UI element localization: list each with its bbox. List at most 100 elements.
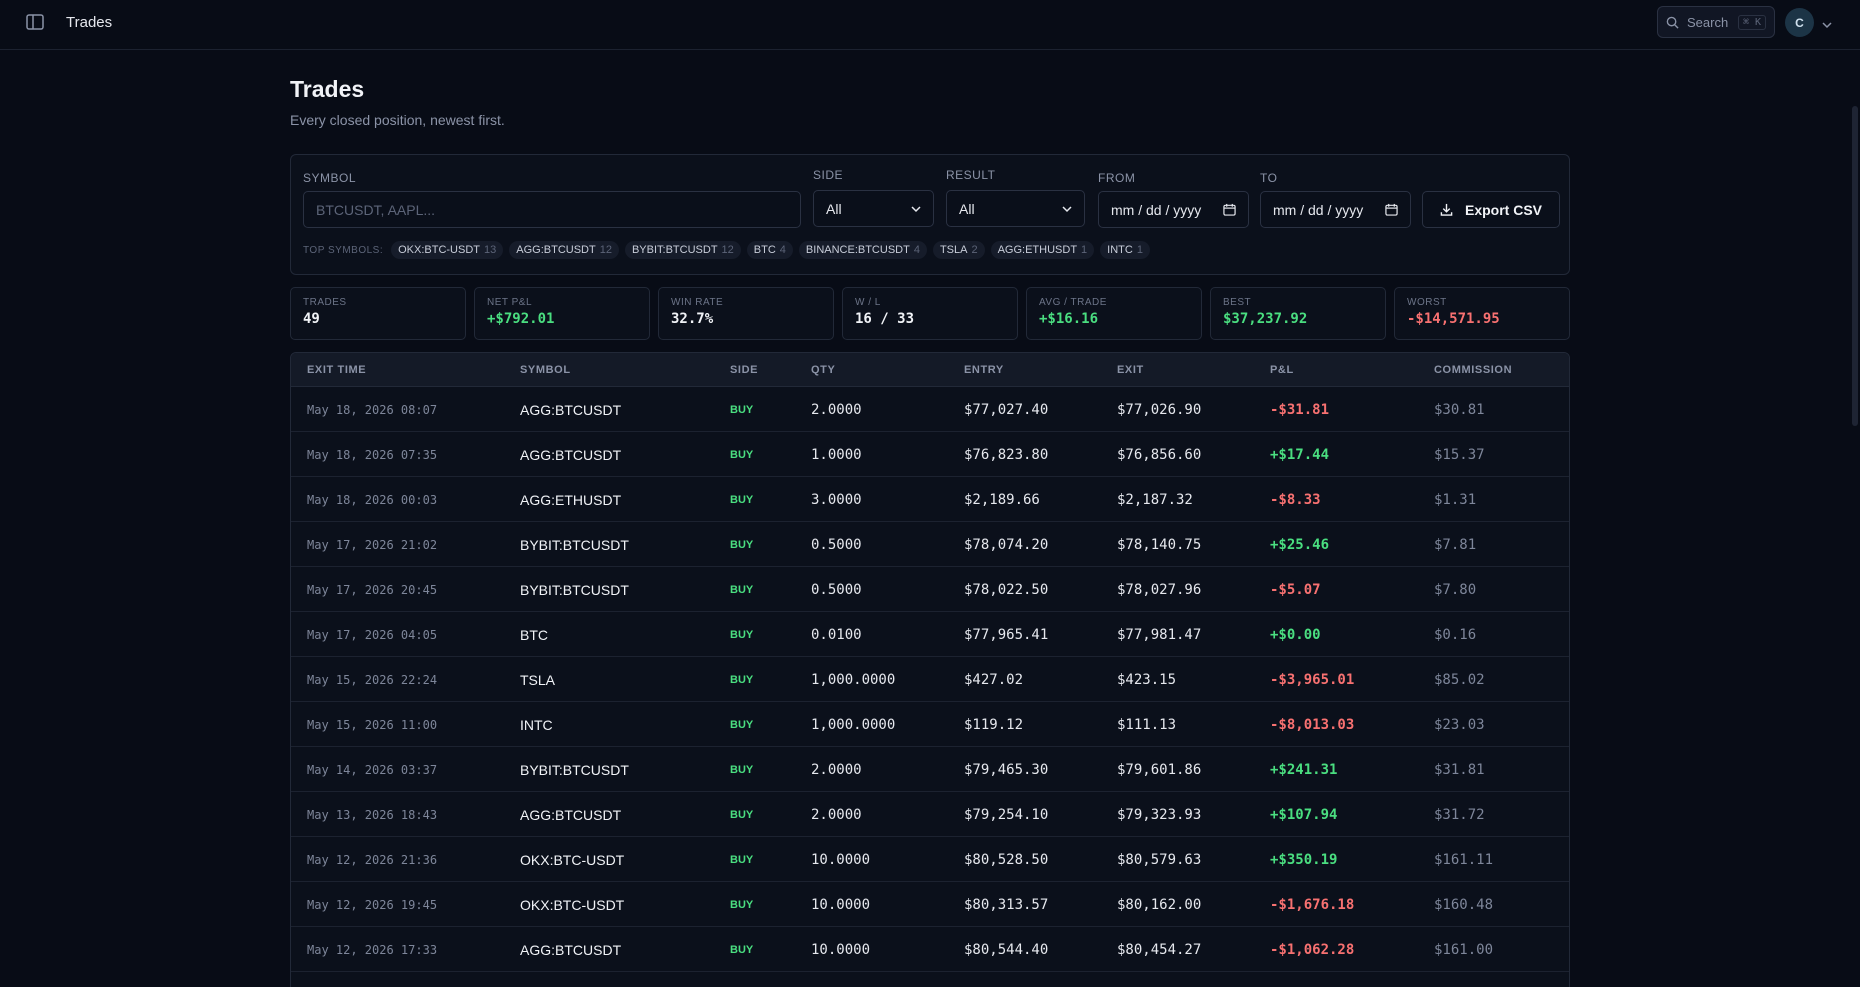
symbol-cell: BYBIT:BTCUSDT	[520, 582, 629, 598]
entry-price-cell: $427.02	[964, 672, 1024, 688]
table-row[interactable]: May 17, 2026 04:05 BTC BUY 0.0100 $77,965.41…	[291, 612, 1569, 657]
side-badge: BUY	[730, 629, 754, 641]
side-badge: BUY	[730, 494, 754, 506]
side-badge: BUY	[730, 674, 754, 686]
column-header[interactable]: EXIT TIME	[307, 363, 367, 376]
column-header[interactable]: P&L	[1270, 363, 1294, 376]
table-row[interactable]: May 18, 2026 08:07 AGG:BTCUSDT BUY 2.0000 $7…	[291, 387, 1569, 432]
symbol-cell: BYBIT:BTCUSDT	[520, 762, 629, 778]
stat-card: WORST -$14,571.95	[1394, 287, 1570, 340]
stat-label: AVG / TRADE	[1039, 297, 1107, 308]
exit-time-cell: May 17, 2026 21:02	[307, 538, 438, 552]
column-header[interactable]: SIDE	[730, 363, 759, 376]
pnl-cell: +$0.00	[1270, 627, 1321, 643]
chip-count: 12	[599, 244, 612, 256]
scrollbar[interactable]	[1850, 50, 1860, 987]
trades-table: EXIT TIME SYMBOL SIDE QTY ENTRY EXIT P&L…	[290, 352, 1570, 987]
sidebar-toggle-icon[interactable]	[26, 14, 46, 32]
chevron-down-icon	[911, 205, 921, 212]
qty-cell: 3.0000	[811, 492, 862, 508]
commission-cell: $0.16	[1434, 627, 1477, 643]
chevron-down-icon	[1062, 205, 1072, 212]
export-csv-button[interactable]: Export CSV	[1422, 191, 1560, 228]
table-row[interactable]: May 15, 2026 22:24 TSLA BUY 1,000.0000 $427.…	[291, 657, 1569, 702]
symbol-chip[interactable]: OKX:BTC-USDT 13	[391, 241, 504, 259]
stat-card: NET P&L +$792.01	[474, 287, 650, 340]
symbol-input[interactable]: BTCUSDT, AAPL...	[303, 191, 801, 228]
entry-price-cell: $76,823.80	[964, 447, 1049, 463]
chevron-down-icon[interactable]	[1822, 16, 1832, 32]
symbol-cell: TSLA	[520, 672, 556, 688]
entry-price-cell: $80,313.57	[964, 897, 1049, 913]
symbol-chip[interactable]: BTC 4	[746, 241, 793, 259]
table-row[interactable]: May 12, 2026 17:33 AGG:BTCUSDT BUY 10.0000 $…	[291, 927, 1569, 972]
side-badge: BUY	[730, 764, 754, 776]
search-shortcut: ⌘ K	[1737, 14, 1766, 30]
chip-name: TSLA	[939, 244, 968, 256]
symbol-chip[interactable]: BYBIT:BTCUSDT 12	[624, 241, 741, 259]
table-row[interactable]: May 18, 2026 07:35 AGG:BTCUSDT BUY 1.0000 $7…	[291, 432, 1569, 477]
exit-price-cell: $77,981.47	[1117, 627, 1202, 643]
side-select[interactable]: All	[813, 190, 934, 227]
calendar-icon[interactable]	[1223, 203, 1236, 216]
chip-count: 13	[484, 244, 497, 256]
download-icon	[1440, 203, 1453, 216]
top-symbols: TOP SYMBOLS: OKX:BTC-USDT 13 AGG:BTCUSDT 1…	[303, 241, 1150, 259]
symbol-chip[interactable]: TSLA 2	[932, 241, 985, 259]
column-header[interactable]: COMMISSION	[1434, 363, 1513, 376]
exit-price-cell: $78,027.96	[1117, 582, 1202, 598]
commission-cell: $1.31	[1434, 492, 1477, 508]
chip-name: INTC	[1107, 244, 1133, 256]
result-select[interactable]: All	[946, 190, 1085, 227]
entry-price-cell: $77,027.40	[964, 402, 1049, 418]
commission-cell: $15.37	[1434, 447, 1485, 463]
chip-count: 2	[971, 244, 978, 256]
from-date-input[interactable]: mm / dd / yyyy	[1098, 191, 1249, 228]
stat-value: $37,237.92	[1223, 311, 1308, 327]
exit-price-cell: $77,026.90	[1117, 402, 1202, 418]
stat-value: +$16.16	[1039, 311, 1099, 327]
exit-time-cell: May 14, 2026 03:37	[307, 763, 438, 777]
column-header[interactable]: SYMBOL	[520, 363, 571, 376]
entry-price-cell: $79,465.30	[964, 762, 1049, 778]
search-icon	[1666, 16, 1679, 29]
to-date-input[interactable]: mm / dd / yyyy	[1260, 191, 1411, 228]
symbol-chip[interactable]: BINANCE:BTCUSDT 4	[798, 241, 927, 259]
commission-cell: $30.81	[1434, 402, 1485, 418]
symbol-chip[interactable]: AGG:BTCUSDT 12	[509, 241, 619, 259]
column-header[interactable]: EXIT	[1117, 363, 1144, 376]
table-row[interactable]: May 17, 2026 21:02 BYBIT:BTCUSDT BUY 0.5000…	[291, 522, 1569, 567]
avatar[interactable]: C	[1785, 8, 1814, 37]
side-label: SIDE	[813, 168, 844, 182]
exit-price-cell: $2,187.32	[1117, 492, 1193, 508]
commission-cell: $31.81	[1434, 762, 1485, 778]
pnl-cell: -$1,676.18	[1270, 897, 1355, 913]
table-row[interactable]: May 13, 2026 18:43 AGG:BTCUSDT BUY 2.0000 $7…	[291, 792, 1569, 837]
symbol-label: SYMBOL	[303, 171, 357, 185]
side-badge: BUY	[730, 584, 754, 596]
stat-card: AVG / TRADE +$16.16	[1026, 287, 1202, 340]
entry-price-cell: $119.12	[964, 717, 1024, 733]
qty-cell: 10.0000	[811, 897, 871, 913]
stat-card: TRADES 49	[290, 287, 466, 340]
search-button[interactable]: Search ⌘ K	[1657, 6, 1775, 38]
scrollbar-thumb[interactable]	[1852, 106, 1858, 426]
exit-price-cell: $423.15	[1117, 672, 1177, 688]
table-row[interactable]: May 18, 2026 00:03 AGG:ETHUSDT BUY 3.0000 $2…	[291, 477, 1569, 522]
table-row[interactable]: May 14, 2026 03:37 BYBIT:BTCUSDT BUY 2.0000…	[291, 747, 1569, 792]
table-row[interactable]: May 12, 2026 21:36 OKX:BTC-USDT BUY 10.0000…	[291, 837, 1569, 882]
column-header[interactable]: QTY	[811, 363, 836, 376]
topbar-title: Trades	[66, 14, 113, 31]
column-header[interactable]: ENTRY	[964, 363, 1004, 376]
table-row[interactable]: May 17, 2026 20:45 BYBIT:BTCUSDT BUY 0.5000…	[291, 567, 1569, 612]
symbol-chip[interactable]: AGG:ETHUSDT 1	[990, 241, 1095, 259]
commission-cell: $31.72	[1434, 807, 1485, 823]
commission-cell: $7.81	[1434, 537, 1477, 553]
calendar-icon[interactable]	[1385, 203, 1398, 216]
exit-time-cell: May 12, 2026 17:33	[307, 943, 438, 957]
pnl-cell: -$31.81	[1270, 402, 1330, 418]
symbol-cell: BYBIT:BTCUSDT	[520, 537, 629, 553]
symbol-chip[interactable]: INTC 1	[1100, 241, 1150, 259]
table-row[interactable]: May 12, 2026 19:45 OKX:BTC-USDT BUY 10.0000…	[291, 882, 1569, 927]
table-row[interactable]: May 15, 2026 11:00 INTC BUY 1,000.0000 $119.…	[291, 702, 1569, 747]
